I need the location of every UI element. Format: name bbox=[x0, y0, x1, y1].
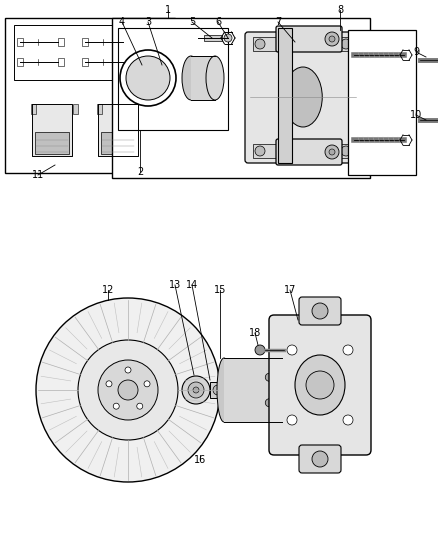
Bar bbox=[348, 30, 416, 175]
FancyBboxPatch shape bbox=[299, 297, 341, 325]
Text: 11: 11 bbox=[32, 170, 44, 180]
Bar bbox=[82, 58, 88, 66]
Bar bbox=[97, 104, 102, 114]
Text: 15: 15 bbox=[214, 285, 226, 295]
Circle shape bbox=[126, 56, 170, 100]
Text: 13: 13 bbox=[169, 280, 181, 290]
Circle shape bbox=[255, 39, 265, 49]
Circle shape bbox=[144, 381, 150, 387]
Bar bbox=[123, 58, 129, 66]
Ellipse shape bbox=[182, 56, 200, 100]
Circle shape bbox=[325, 32, 339, 46]
Circle shape bbox=[287, 345, 297, 355]
Circle shape bbox=[265, 373, 273, 381]
FancyBboxPatch shape bbox=[245, 32, 361, 163]
Circle shape bbox=[106, 381, 112, 387]
Circle shape bbox=[312, 303, 328, 319]
Circle shape bbox=[287, 415, 297, 425]
Bar bbox=[101, 132, 135, 154]
Text: 9: 9 bbox=[413, 47, 419, 57]
Circle shape bbox=[272, 380, 292, 400]
Circle shape bbox=[341, 39, 351, 49]
Circle shape bbox=[36, 298, 220, 482]
Bar bbox=[118, 28, 228, 130]
Circle shape bbox=[224, 34, 232, 42]
Text: 10: 10 bbox=[410, 110, 422, 120]
Circle shape bbox=[113, 403, 119, 409]
Bar bbox=[210, 382, 224, 398]
Circle shape bbox=[125, 367, 131, 373]
FancyBboxPatch shape bbox=[299, 445, 341, 473]
Circle shape bbox=[98, 360, 158, 420]
Ellipse shape bbox=[284, 67, 322, 127]
Ellipse shape bbox=[206, 56, 224, 100]
Bar bbox=[253, 37, 353, 51]
Bar bbox=[224, 358, 282, 422]
Ellipse shape bbox=[275, 358, 289, 422]
Circle shape bbox=[329, 149, 335, 155]
Circle shape bbox=[78, 340, 178, 440]
Bar bbox=[35, 132, 69, 154]
Circle shape bbox=[291, 373, 299, 381]
Bar bbox=[5, 18, 175, 173]
Text: 8: 8 bbox=[337, 5, 343, 15]
Circle shape bbox=[193, 387, 199, 393]
Circle shape bbox=[343, 345, 353, 355]
Circle shape bbox=[325, 145, 339, 159]
Bar bbox=[17, 38, 23, 46]
FancyBboxPatch shape bbox=[276, 26, 342, 52]
Circle shape bbox=[255, 345, 265, 355]
Bar bbox=[139, 104, 144, 114]
Text: 5: 5 bbox=[189, 17, 195, 27]
Text: 2: 2 bbox=[137, 167, 143, 177]
Polygon shape bbox=[98, 104, 138, 156]
Bar bbox=[73, 104, 78, 114]
Circle shape bbox=[341, 146, 351, 156]
Polygon shape bbox=[32, 104, 72, 156]
Circle shape bbox=[137, 403, 143, 409]
Bar bbox=[58, 38, 64, 46]
Bar bbox=[31, 104, 36, 114]
Bar bbox=[14, 25, 162, 80]
Text: 6: 6 bbox=[215, 17, 221, 27]
Bar bbox=[123, 38, 129, 46]
Text: 4: 4 bbox=[119, 17, 125, 27]
Circle shape bbox=[312, 451, 328, 467]
Text: 3: 3 bbox=[145, 17, 151, 27]
Circle shape bbox=[213, 385, 223, 395]
Ellipse shape bbox=[217, 358, 231, 422]
FancyBboxPatch shape bbox=[276, 139, 342, 165]
Ellipse shape bbox=[295, 355, 345, 415]
Text: 18: 18 bbox=[249, 328, 261, 338]
Circle shape bbox=[265, 399, 273, 407]
Text: 17: 17 bbox=[284, 285, 296, 295]
Bar bbox=[112, 18, 370, 178]
Circle shape bbox=[306, 371, 334, 399]
Circle shape bbox=[329, 36, 335, 42]
Circle shape bbox=[188, 382, 204, 398]
Circle shape bbox=[255, 146, 265, 156]
Text: 1: 1 bbox=[165, 5, 171, 15]
Circle shape bbox=[182, 376, 210, 404]
Circle shape bbox=[118, 380, 138, 400]
Circle shape bbox=[343, 415, 353, 425]
Circle shape bbox=[291, 399, 299, 407]
Bar bbox=[191, 56, 215, 100]
Text: 12: 12 bbox=[102, 285, 114, 295]
Text: 7: 7 bbox=[275, 17, 281, 27]
FancyBboxPatch shape bbox=[269, 315, 371, 455]
Text: 14: 14 bbox=[186, 280, 198, 290]
Bar bbox=[204, 35, 222, 41]
Bar bbox=[82, 38, 88, 46]
Bar bbox=[278, 28, 292, 163]
Bar bbox=[17, 58, 23, 66]
Bar bbox=[253, 144, 353, 158]
Bar bbox=[58, 58, 64, 66]
Text: 16: 16 bbox=[194, 455, 206, 465]
